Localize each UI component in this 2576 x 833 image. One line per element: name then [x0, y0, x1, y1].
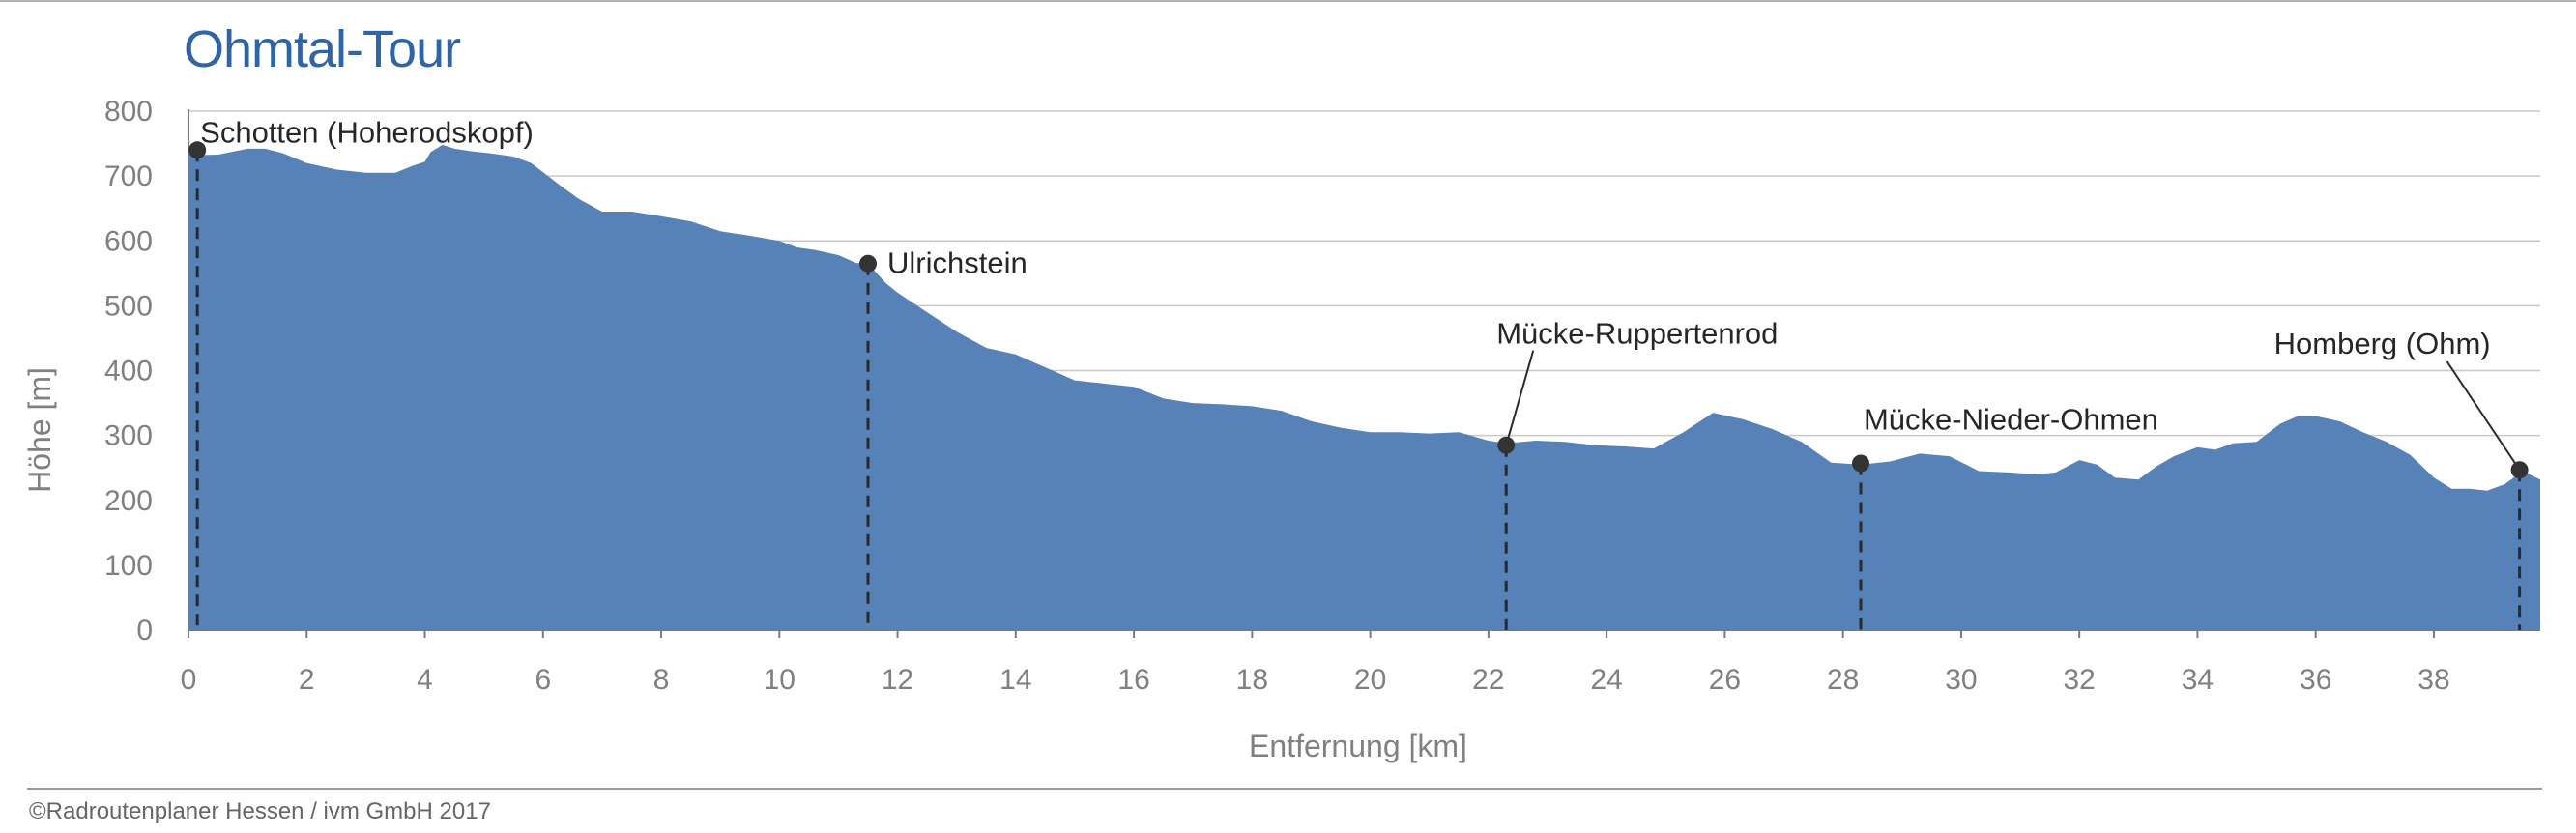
marker-label: Schotten (Hoherodskopf)	[200, 115, 534, 149]
x-axis-title: Entfernung [km]	[1249, 729, 1467, 763]
marker-leader	[1505, 350, 1535, 445]
x-tick-label: 6	[535, 664, 551, 696]
x-tick-label: 18	[1236, 664, 1268, 696]
x-tick-label: 32	[2063, 664, 2095, 696]
elevation-area	[188, 144, 2540, 630]
y-tick-label: 0	[136, 615, 153, 646]
y-axis-title: Höhe [m]	[22, 367, 57, 493]
y-tick-label: 200	[104, 485, 153, 517]
x-tick-label: 4	[417, 664, 433, 696]
x-tick-label: 38	[2417, 664, 2449, 696]
copyright-notice: ©Radroutenplaner Hessen / ivm GmbH 2017	[29, 798, 491, 824]
marker-label: Mücke-Ruppertenrod	[1496, 317, 1778, 351]
x-tick-label: 2	[299, 664, 315, 696]
bottom-rule	[27, 788, 2542, 790]
top-rule	[0, 0, 2576, 2]
x-tick-label: 34	[2182, 664, 2214, 696]
area-layer	[188, 144, 2540, 630]
marker-label: Homberg (Ohm)	[2274, 327, 2491, 360]
marker-leader	[2446, 360, 2521, 471]
y-tick-label: 800	[104, 96, 153, 128]
y-tick-label: 600	[104, 225, 153, 257]
x-tick-label: 14	[999, 664, 1031, 696]
marker-dot	[1851, 454, 1869, 473]
x-tick-label: 22	[1472, 664, 1504, 696]
marker-dot	[2510, 461, 2529, 479]
x-tick-label: 8	[653, 664, 670, 696]
y-tick-label: 500	[104, 290, 153, 322]
marker-label: Ulrichstein	[887, 246, 1028, 280]
y-tick-label: 300	[104, 420, 153, 452]
y-tick-label: 400	[104, 356, 153, 388]
x-tick-label: 24	[1590, 664, 1622, 696]
y-tick-label: 700	[104, 160, 153, 192]
x-tick-label: 36	[2300, 664, 2331, 696]
x-tick-label: 0	[181, 664, 197, 696]
chart-title: Ohmtal-Tour	[184, 20, 461, 78]
marker-dot	[859, 254, 878, 273]
marker-dot	[188, 141, 207, 159]
y-tick-label: 100	[104, 550, 153, 582]
x-tick-label: 28	[1827, 664, 1859, 696]
x-tick-label: 26	[1709, 664, 1741, 696]
marker-layer: Schotten (Hoherodskopf) Ulrichstein Mücke-…	[188, 115, 2529, 630]
x-tick-label: 12	[882, 664, 913, 696]
x-tick-label: 16	[1117, 664, 1149, 696]
marker-label: Mücke-Nieder-Ohmen	[1864, 402, 2158, 436]
x-tick-label: 30	[1945, 664, 1977, 696]
x-tick-label: 10	[764, 664, 796, 696]
x-tick-label: 20	[1354, 664, 1386, 696]
marker-dot	[1497, 436, 1516, 454]
